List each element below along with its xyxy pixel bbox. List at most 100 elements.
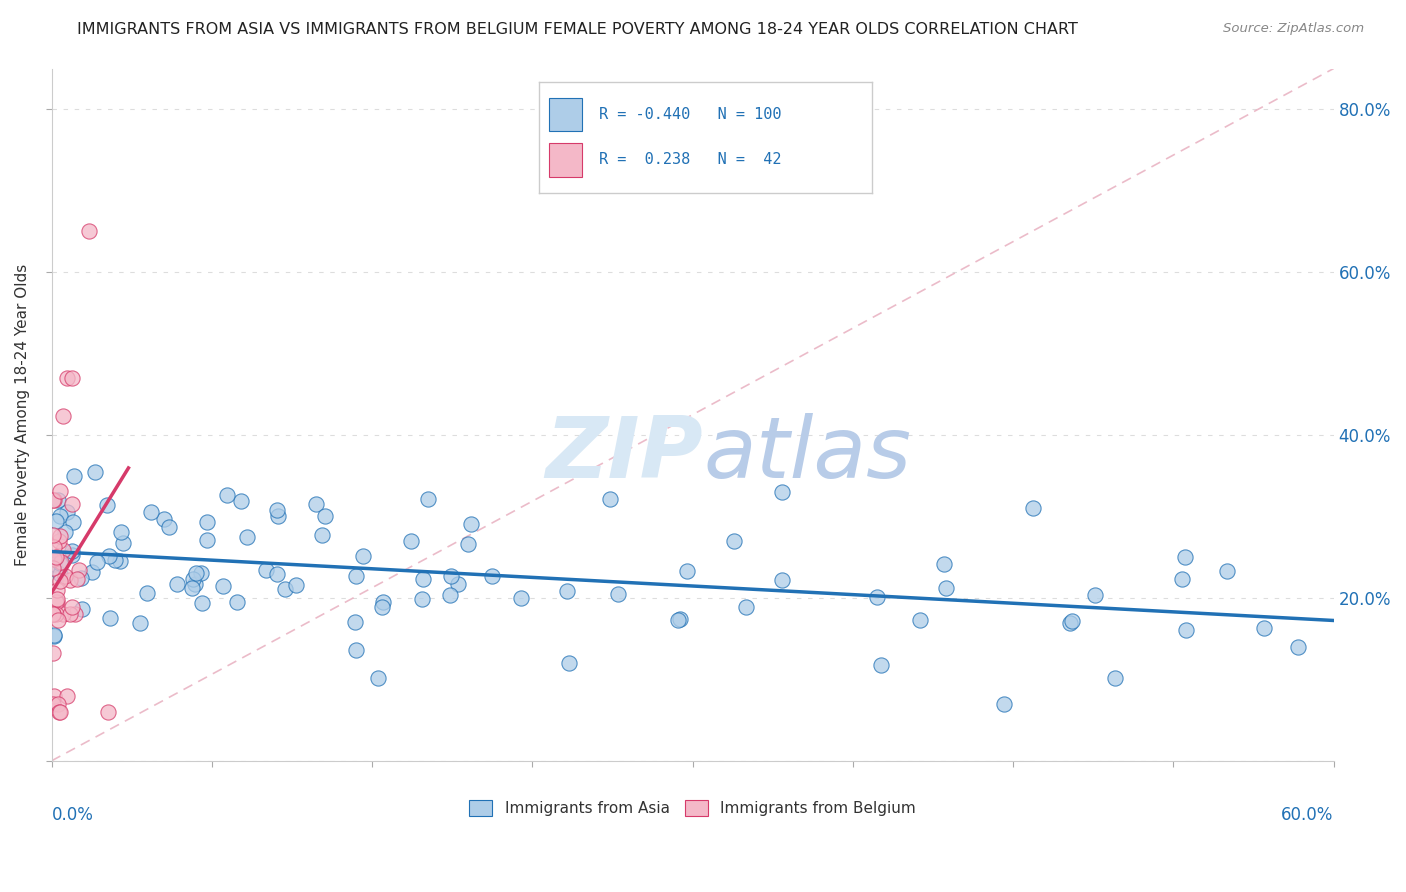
Point: [186, 566, 208, 580]
Point: [184, 576, 207, 591]
Point: [1171, 572, 1194, 586]
Point: [45, 550, 67, 565]
Point: [607, 586, 630, 600]
Point: [558, 656, 581, 670]
Point: [411, 591, 433, 606]
Point: [599, 491, 621, 506]
Point: [70, 601, 93, 615]
Point: [367, 671, 389, 685]
Point: [1215, 564, 1237, 578]
Point: [935, 582, 957, 596]
Point: [399, 534, 422, 549]
Point: [42, 552, 65, 566]
Point: [1059, 616, 1081, 631]
Point: [44, 540, 66, 554]
Point: [481, 568, 503, 582]
Point: [669, 612, 692, 626]
Point: [41, 527, 63, 541]
Point: [723, 534, 745, 549]
Point: [45, 607, 67, 622]
Point: [135, 585, 157, 599]
Point: [52, 607, 75, 622]
Point: [45, 582, 67, 597]
Point: [343, 615, 366, 629]
Point: [195, 515, 218, 529]
Text: 60.0%: 60.0%: [1281, 805, 1334, 824]
Point: [1286, 640, 1309, 655]
Point: [56, 371, 79, 385]
Point: [226, 595, 249, 609]
Point: [236, 530, 259, 544]
Legend: Immigrants from Asia, Immigrants from Belgium: Immigrants from Asia, Immigrants from Be…: [464, 794, 922, 822]
Point: [62, 371, 84, 385]
Point: [217, 488, 239, 502]
Point: [63, 607, 86, 622]
Text: atlas: atlas: [703, 413, 911, 497]
Point: [352, 549, 374, 564]
Point: [56, 689, 79, 703]
Point: [48, 529, 70, 543]
Point: [314, 509, 336, 524]
Point: [416, 491, 439, 506]
Point: [42, 493, 65, 508]
Point: [311, 528, 333, 542]
Point: [1022, 500, 1045, 515]
Point: [49, 566, 72, 581]
Point: [66, 572, 89, 586]
Point: [129, 615, 152, 630]
Point: [42, 557, 65, 571]
Point: [48, 492, 70, 507]
Point: [993, 698, 1015, 712]
Point: [735, 600, 758, 615]
Point: [770, 574, 793, 588]
Point: [53, 569, 76, 583]
Point: [60, 497, 83, 511]
Point: [908, 613, 931, 627]
Point: [46, 613, 69, 627]
Point: [60, 548, 83, 562]
Point: [59, 607, 82, 622]
Point: [285, 578, 308, 592]
Point: [266, 567, 288, 582]
Point: [49, 574, 72, 588]
Point: [153, 512, 176, 526]
Point: [56, 506, 79, 520]
Point: [666, 614, 689, 628]
Point: [371, 595, 394, 609]
Point: [108, 554, 131, 568]
Point: [97, 705, 120, 719]
Point: [59, 573, 82, 587]
Point: [1084, 588, 1107, 602]
Point: [457, 537, 479, 551]
Point: [86, 555, 108, 569]
Point: [254, 563, 277, 577]
Point: [60, 600, 83, 615]
Point: [557, 583, 579, 598]
Point: [344, 569, 367, 583]
Point: [42, 697, 65, 711]
Point: [44, 629, 66, 643]
Point: [869, 658, 891, 673]
Point: [274, 582, 297, 596]
Point: [97, 549, 120, 563]
Point: [412, 572, 434, 586]
Text: IMMIGRANTS FROM ASIA VS IMMIGRANTS FROM BELGIUM FEMALE POVERTY AMONG 18-24 YEAR : IMMIGRANTS FROM ASIA VS IMMIGRANTS FROM …: [77, 22, 1078, 37]
Point: [48, 534, 70, 549]
Point: [460, 516, 482, 531]
Point: [83, 465, 105, 479]
Point: [371, 600, 394, 615]
Point: [266, 503, 288, 517]
Point: [49, 557, 72, 571]
Point: [195, 533, 218, 547]
Point: [266, 508, 288, 523]
Text: 0.0%: 0.0%: [52, 805, 93, 824]
Y-axis label: Female Poverty Among 18-24 Year Olds: Female Poverty Among 18-24 Year Olds: [15, 263, 30, 566]
Point: [1174, 549, 1197, 564]
Point: [181, 572, 204, 586]
Point: [770, 485, 793, 500]
Point: [212, 579, 235, 593]
Point: [110, 525, 132, 540]
Point: [45, 595, 67, 609]
Point: [48, 705, 70, 719]
Point: [166, 577, 188, 591]
